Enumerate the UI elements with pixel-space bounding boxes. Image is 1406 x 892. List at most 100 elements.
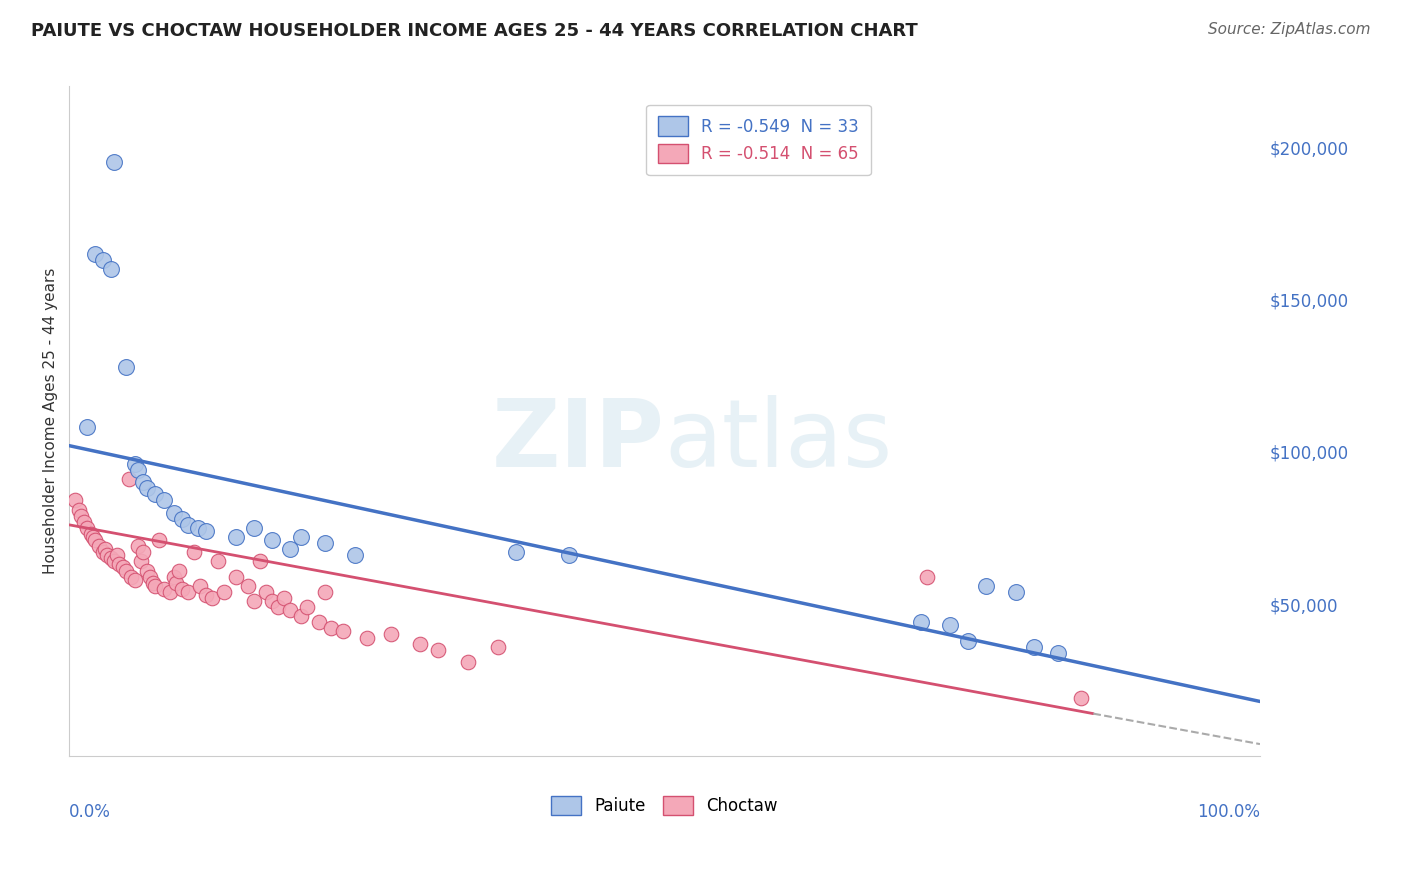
Point [266,600,288,615]
Point [76,420,98,434]
Point [142,575,165,590]
Text: ZIP: ZIP [492,395,665,487]
Point [84,247,107,261]
Point [115,564,138,578]
Point [260,594,283,608]
Point [103,554,125,568]
Point [135,481,157,495]
Point [290,609,312,624]
Point [343,549,366,563]
Point [249,554,271,568]
Point [332,624,354,639]
Point [127,539,149,553]
Point [163,506,186,520]
Point [79,527,101,541]
Point [163,569,186,583]
Point [1022,640,1045,654]
Point [165,575,187,590]
Point [915,569,938,583]
Point [207,554,229,568]
Point [76,521,98,535]
Point [82,530,104,544]
Point [939,618,962,632]
Point [457,655,479,669]
Point [486,640,509,654]
Point [187,521,209,535]
Text: Source: ZipAtlas.com: Source: ZipAtlas.com [1208,22,1371,37]
Text: atlas: atlas [665,395,893,487]
Point [67,502,90,516]
Point [558,549,581,563]
Point [153,582,176,596]
Point [87,539,110,553]
Point [254,584,277,599]
Point [172,512,194,526]
Point [273,591,295,605]
Point [124,573,146,587]
Point [91,252,114,267]
Point [1005,584,1028,599]
Point [195,588,218,602]
Point [314,584,336,599]
Point [127,463,149,477]
Point [957,633,980,648]
Text: 100.0%: 100.0% [1197,803,1260,822]
Point [177,584,200,599]
Point [260,533,283,547]
Point [236,579,259,593]
Point [100,262,122,277]
Point [111,560,134,574]
Legend: Paiute, Choctaw: Paiute, Choctaw [546,789,785,822]
Point [96,549,118,563]
Point [63,493,86,508]
Point [308,615,330,630]
Point [321,621,343,635]
Y-axis label: Householder Income Ages 25 - 44 years: Householder Income Ages 25 - 44 years [44,268,58,574]
Point [212,584,235,599]
Point [135,564,157,578]
Point [84,533,107,547]
Point [356,631,378,645]
Point [118,472,141,486]
Point [195,524,218,538]
Point [505,545,527,559]
Point [243,521,266,535]
Point [153,493,176,508]
Point [124,457,146,471]
Point [225,569,247,583]
Point [201,591,224,605]
Point [103,155,125,169]
Point [380,627,402,641]
Point [278,603,301,617]
Point [278,542,301,557]
Point [115,359,138,374]
Point [1046,646,1069,660]
Point [105,549,128,563]
Point [172,582,194,596]
Point [177,517,200,532]
Point [70,508,93,523]
Text: 0.0%: 0.0% [69,803,111,822]
Point [129,554,152,568]
Point [314,536,336,550]
Point [427,642,450,657]
Point [100,551,122,566]
Point [167,564,190,578]
Point [159,584,181,599]
Point [910,615,932,630]
Point [409,637,432,651]
Point [188,579,211,593]
Point [183,545,205,559]
Point [72,515,94,529]
Point [143,579,166,593]
Point [243,594,266,608]
Point [290,530,312,544]
Point [139,569,162,583]
Point [132,475,155,490]
Point [120,569,142,583]
Point [974,579,997,593]
Point [143,487,166,501]
Point [132,545,155,559]
Point [297,600,319,615]
Point [94,542,117,557]
